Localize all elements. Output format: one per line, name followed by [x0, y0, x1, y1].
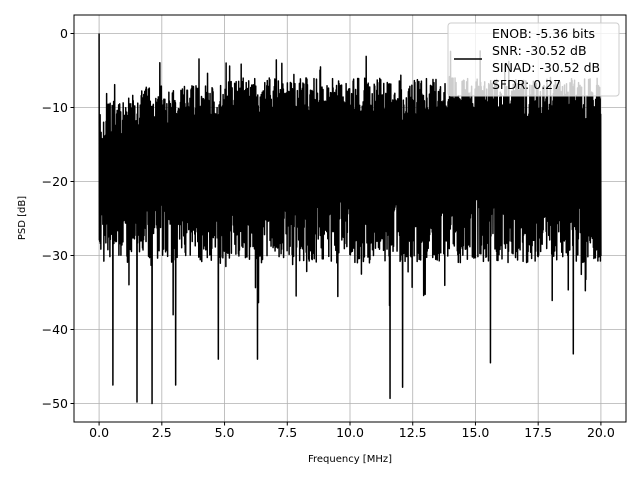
x-axis-label: Frequency [MHz] — [308, 454, 392, 465]
x-axis: 0.0 2.5 5.0 7.5 10.0 12.5 15.0 17.5 20.0 — [89, 422, 615, 440]
x-tick-label: 17.5 — [524, 425, 552, 440]
psd-trace — [98, 33, 602, 405]
x-tick-label: 10.0 — [336, 425, 364, 440]
legend-sfdr: SFDR: 0.27 — [492, 77, 561, 92]
y-tick-label: −30 — [42, 248, 68, 263]
x-tick-label: 2.5 — [152, 425, 172, 440]
y-tick-label: −10 — [42, 100, 68, 115]
x-tick-label: 15.0 — [462, 425, 490, 440]
y-axis-label: PSD [dB] — [17, 196, 28, 240]
legend-box — [447, 22, 620, 97]
psd-line — [98, 33, 602, 405]
legend: ENOB: -5.36 bits SNR: -30.52 dB SINAD: -… — [447, 22, 620, 97]
y-tick-label: 0 — [60, 26, 68, 41]
x-tick-label: 5.0 — [215, 425, 235, 440]
x-tick-label: 12.5 — [399, 425, 427, 440]
x-tick-label: 7.5 — [277, 425, 297, 440]
y-tick-label: −50 — [42, 396, 68, 411]
legend-enob: ENOB: -5.36 bits — [492, 26, 595, 41]
x-tick-label: 20.0 — [587, 425, 615, 440]
x-tick-label: 0.0 — [89, 425, 109, 440]
y-tick-label: −40 — [42, 322, 68, 337]
legend-sinad: SINAD: -30.52 dB — [492, 60, 600, 75]
legend-snr: SNR: -30.52 dB — [492, 43, 587, 58]
y-axis: 0 −10 −20 −30 −40 −50 — [42, 26, 74, 411]
y-tick-label: −20 — [42, 174, 68, 189]
